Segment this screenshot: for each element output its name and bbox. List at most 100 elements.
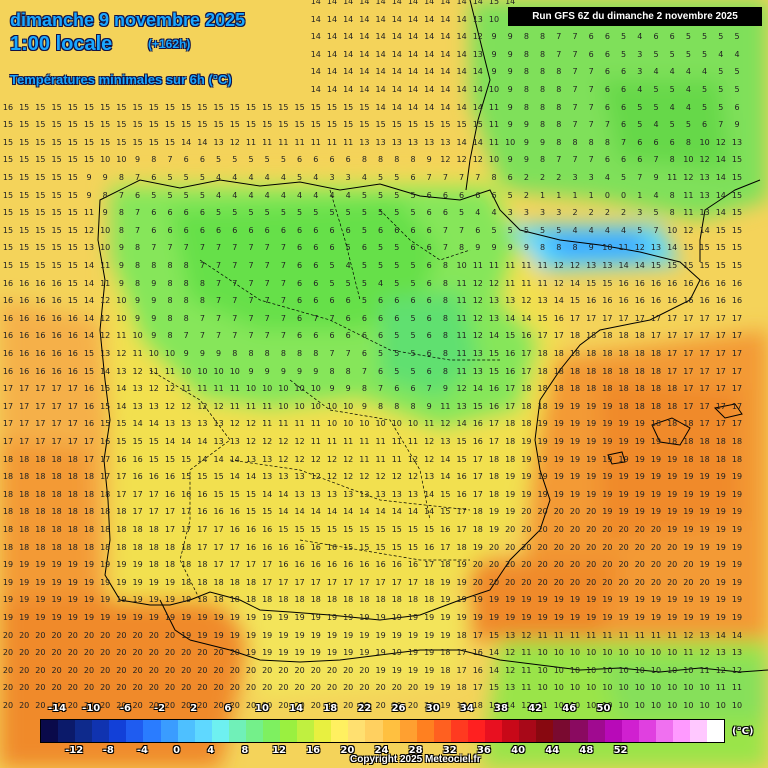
grid-value: 20 (245, 701, 257, 710)
grid-value: 18 (100, 542, 111, 552)
grid-value: 15 (19, 208, 30, 218)
legend-swatch (92, 720, 110, 742)
coastlines (97, 0, 768, 673)
grid-value: 7 (216, 313, 222, 323)
grid-value: 7 (264, 278, 270, 288)
grid-value: 4 (248, 190, 254, 200)
grid-value: 17 (569, 313, 581, 323)
grid-value: 5 (734, 32, 740, 42)
grid-value: 15 (19, 225, 30, 235)
grid-value: 15 (278, 102, 289, 112)
grid-value: 17 (343, 577, 354, 587)
grid-value: 12 (375, 472, 386, 482)
grid-value: 6 (604, 85, 610, 94)
grid-value: 19 (326, 613, 338, 622)
grid-value: 4 (685, 67, 691, 77)
grid-value: 15 (100, 384, 111, 394)
grid-value: 15 (343, 102, 354, 112)
grid-value: 7 (183, 331, 189, 341)
grid-value: 19 (569, 419, 581, 429)
grid-value: 18 (602, 349, 613, 358)
grid-value: 17 (488, 437, 500, 446)
grid-value: 15 (51, 190, 62, 200)
grid-value: 16 (683, 278, 694, 288)
grid-value: 11 (116, 331, 127, 341)
grid-value: 14 (197, 437, 208, 446)
grid-value: 8 (183, 261, 189, 270)
grid-value: 20 (229, 665, 240, 675)
grid-value: 11 (456, 296, 467, 306)
grid-value: 19 (715, 525, 726, 534)
grid-value: 18 (731, 437, 743, 446)
grid-value: 20 (505, 525, 516, 534)
legend-swatch (41, 720, 59, 742)
grid-value: 6 (410, 225, 416, 235)
grid-value: 4 (621, 225, 627, 235)
grid-value: 7 (264, 243, 270, 253)
grid-value: 18 (569, 384, 581, 394)
grid-value: 17 (164, 507, 176, 517)
grid-value: 17 (699, 384, 710, 394)
grid-value: 10 (586, 648, 597, 658)
grid-value: 10 (278, 384, 289, 394)
grid-value: 12 (229, 419, 240, 429)
grid-value: 9 (264, 366, 270, 376)
grid-value: 15 (278, 525, 289, 534)
grid-value: 18 (472, 701, 483, 710)
grid-value: 14 (391, 32, 402, 42)
grid-value: 19 (278, 648, 289, 658)
grid-value: 7 (118, 190, 124, 200)
legend-bottom-label: 12 (272, 745, 286, 756)
grid-value: 12 (715, 665, 726, 675)
grid-value: 20 (294, 701, 305, 710)
grid-value: 20 (100, 683, 111, 693)
grid-value: 15 (181, 454, 192, 464)
grid-value: 11 (488, 137, 500, 147)
grid-value: 20 (164, 630, 176, 640)
grid-value: 19 (197, 630, 208, 640)
grid-value: 13 (375, 489, 386, 499)
legend-top-label: 38 (494, 703, 508, 714)
grid-value: 18 (262, 595, 273, 605)
grid-value: 12 (164, 401, 176, 411)
grid-value: 18 (634, 384, 645, 394)
grid-value: 18 (343, 595, 354, 605)
grid-value: 4 (248, 173, 254, 182)
grid-value: 17 (472, 454, 483, 464)
grid-value: 16 (51, 296, 62, 306)
grid-value: 17 (650, 313, 662, 323)
grid-value: 15 (181, 102, 192, 112)
grid-value: 10 (634, 683, 645, 693)
grid-value: 14 (148, 419, 159, 429)
grid-value: 19 (51, 560, 62, 570)
grid-value: 20 (310, 683, 321, 693)
grid-value: 5 (361, 278, 367, 288)
legend-swatch (314, 720, 332, 742)
grid-value: 15 (537, 313, 548, 323)
grid-value: 5 (151, 190, 157, 200)
grid-value: 10 (213, 366, 224, 376)
grid-value: 15 (488, 683, 500, 693)
grid-value: 19 (326, 630, 338, 640)
grid-value: 15 (100, 401, 111, 411)
grid-value: 15 (19, 120, 30, 130)
grid-value: 15 (245, 120, 257, 130)
legend-swatch (211, 720, 229, 742)
grid-value: 9 (199, 349, 205, 358)
grid-value: 16 (83, 419, 95, 429)
grid-value: 15 (667, 261, 678, 270)
grid-value: 19 (310, 648, 321, 658)
grid-value: 6 (345, 296, 351, 306)
grid-value: 20 (424, 701, 435, 710)
grid-value: 17 (310, 577, 321, 587)
grid-value: 19 (35, 577, 46, 587)
grid-value: 16 (715, 296, 726, 306)
grid-value: 19 (67, 613, 78, 622)
grid-value: 7 (588, 120, 594, 130)
grid-value: 9 (507, 85, 513, 94)
grid-value: 8 (151, 155, 157, 165)
grid-value: 9 (491, 32, 497, 42)
grid-value: 16 (229, 507, 240, 517)
grid-value: 14 (375, 67, 386, 77)
